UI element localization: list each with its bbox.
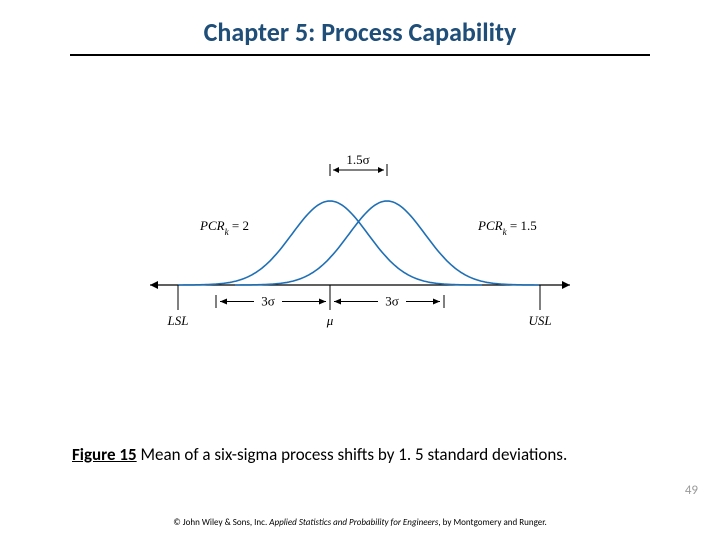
chapter-title-text: Chapter 5: Process Capability [204,16,517,48]
svg-text:μ: μ [326,313,334,328]
svg-text:LSL: LSL [167,313,189,328]
footer-suffix: , by Montgomery and Runger. [438,517,546,528]
svg-text:1.5σ: 1.5σ [346,152,369,167]
svg-text:USL: USL [528,313,551,328]
chapter-title: Chapter 5: Process Capability [0,0,720,48]
svg-text:PCRk = 1.5: PCRk = 1.5 [477,218,537,237]
svg-text:3σ: 3σ [261,294,275,309]
svg-text:PCRk = 2: PCRk = 2 [199,218,249,237]
copyright-footer: © John Wiley & Sons, Inc. Applied Statis… [0,517,720,528]
title-rule [70,54,650,56]
footer-book: Applied Statistics and Probability for E… [269,517,438,528]
page-number: 49 [685,483,698,498]
six-sigma-shift-diagram: LSL μ USL 3σ 3σ 1.5σ PCRk = 2 PCRk = 1.5 [140,150,580,340]
svg-text:3σ: 3σ [385,294,399,309]
figure-label: Figure 15 [72,444,137,465]
figure-caption: Figure 15 Mean of a six-sigma process sh… [72,444,567,465]
figure-caption-text: Mean of a six-sigma process shifts by 1.… [137,444,568,465]
footer-prefix: © John Wiley & Sons, Inc. [173,517,269,528]
